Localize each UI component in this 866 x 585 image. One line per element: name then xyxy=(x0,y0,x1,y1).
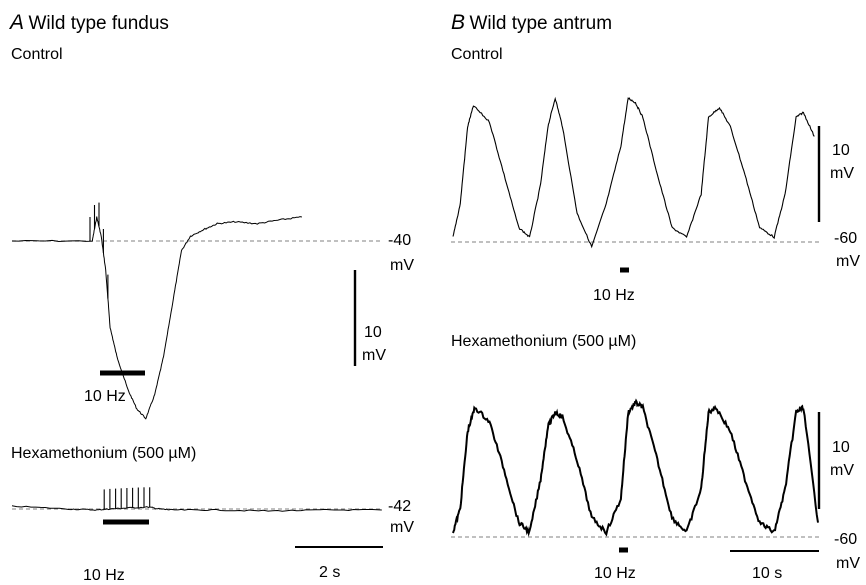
panel-b-hexa-baseline-value: -60 xyxy=(834,531,858,548)
panel-b-control-label: Control xyxy=(451,46,503,63)
panel-a-control-baseline-value: -40 xyxy=(388,232,412,249)
panel-b-hexamethonium-label: Hexamethonium (500 µM) xyxy=(451,333,637,350)
panel-a-hexa-stimulus-artifacts xyxy=(103,487,151,510)
panel-a-scalebar-v-unit: mV xyxy=(362,347,386,364)
panel-a-hexa-baseline-value: -42 xyxy=(388,498,412,515)
panel-b-scalebar-v-top-value: 10 xyxy=(832,142,850,159)
panel-a-letter: A xyxy=(10,11,25,34)
panel-a-control-stim-label: 10 Hz xyxy=(84,388,126,405)
panel-b-scalebar-v-bottom-unit: mV xyxy=(830,462,854,479)
panel-b-letter: B xyxy=(451,11,466,34)
panel-b-scalebar-v-bottom-value: 10 xyxy=(832,439,850,456)
panel-b-title-group: B Wild type antrum xyxy=(451,12,612,33)
panel-a-control-baseline-unit: mV xyxy=(390,257,414,274)
panel-b-control-baseline-unit: mV xyxy=(836,253,860,270)
panel-b-control-trace xyxy=(452,96,815,249)
panel-a-control-label: Control xyxy=(11,46,63,63)
panel-a-title: Wild type fundus xyxy=(28,13,169,34)
panel-a-hexa-stim-label: 10 Hz xyxy=(83,567,125,584)
panel-a-scalebar-v-value: 10 xyxy=(364,324,382,341)
panel-a-control-trace xyxy=(11,216,303,420)
panel-b-control-stim-label: 10 Hz xyxy=(593,287,635,304)
panel-b-scalebar-h-label: 10 s xyxy=(752,565,783,582)
panel-b-hexa-trace xyxy=(452,398,819,537)
panel-a-scalebar-h-label: 2 s xyxy=(319,564,341,581)
panel-b-hexa-baseline-unit: mV xyxy=(836,555,860,572)
panel-b-control-baseline-value: -60 xyxy=(834,230,858,247)
panel-a-hexamethonium-label: Hexamethonium (500 µM) xyxy=(11,445,197,462)
panel-a-hexa-trace xyxy=(11,505,382,512)
panel-b-scalebar-v-top-unit: mV xyxy=(830,165,854,182)
panel-a-title-group: A Wild type fundus xyxy=(10,12,169,33)
panel-a-control-stimulus-artifacts xyxy=(89,202,109,299)
panel-b-hexa-stim-label: 10 Hz xyxy=(594,565,636,582)
panel-a-hexa-baseline-unit: mV xyxy=(390,519,414,536)
panel-b-title: Wild type antrum xyxy=(469,13,613,34)
